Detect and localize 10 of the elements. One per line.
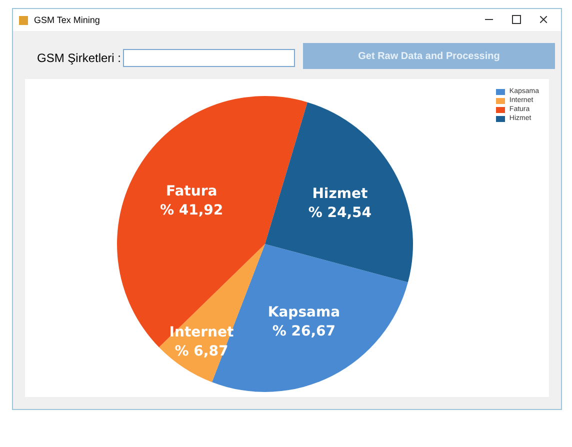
slice-label: Fatura [166,184,218,200]
pie-slice [265,102,413,282]
slice-label: Hizmet [312,186,368,202]
data-label: % 41,92 [160,202,224,219]
text: GSM Şirketleri : [37,51,122,65]
slice-label: Kapsama [268,304,340,320]
text: Get Raw Data and Processing [303,43,555,69]
data-label: % 26,67 [272,323,336,340]
data-label: % 24,54 [308,205,372,222]
chart-title: GSM Tex Mining [34,15,100,25]
